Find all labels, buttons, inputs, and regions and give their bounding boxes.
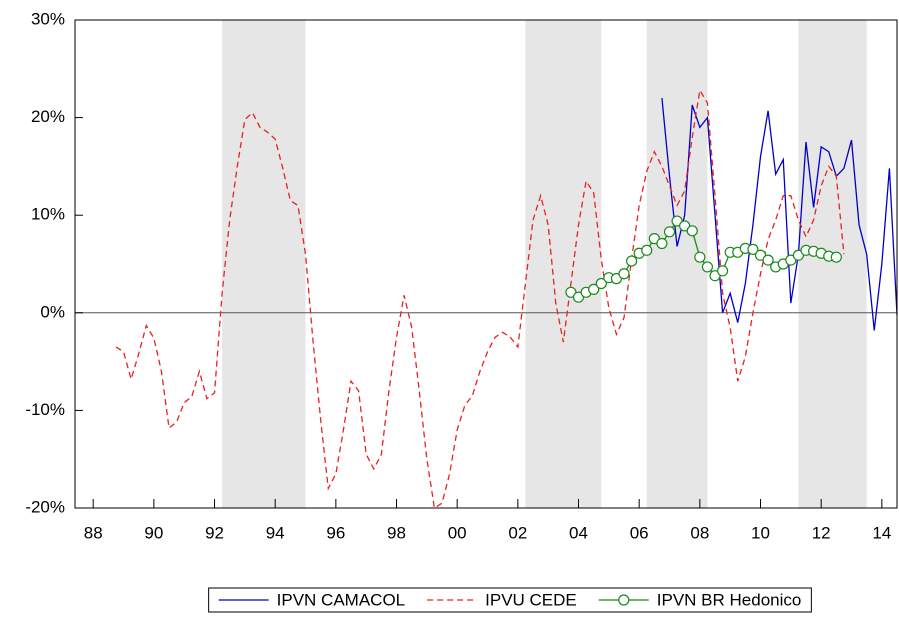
series-marker [595, 277, 607, 290]
x-tick-label: 06 [630, 523, 649, 542]
series-marker [588, 283, 600, 295]
series-marker [762, 254, 774, 266]
shaded-period [525, 20, 602, 508]
x-tick-label: 88 [84, 523, 103, 542]
legend-label: IPVN CAMACOL [277, 590, 405, 609]
x-tick-label: 04 [569, 523, 588, 542]
series-line [661, 98, 898, 331]
series-marker [641, 244, 653, 256]
legend-marker [618, 594, 630, 606]
x-tick-label: 08 [690, 523, 709, 542]
shaded-period [222, 20, 306, 508]
y-tick-label: 0% [40, 302, 65, 321]
legend: IPVN CAMACOL IPVU CEDE IPVN BR Hedonico [208, 587, 812, 613]
y-tick-label: -10% [25, 400, 65, 419]
series-marker [656, 237, 668, 250]
legend-box [208, 587, 812, 613]
y-tick-label: 30% [31, 9, 65, 28]
x-tick-label: 92 [205, 523, 224, 542]
x-tick-label: 14 [872, 523, 891, 542]
series-marker [663, 226, 676, 238]
x-tick-label: 02 [508, 523, 527, 542]
series-marker [686, 225, 698, 237]
shaded-period [646, 20, 708, 508]
series-marker [747, 243, 759, 255]
x-tick-label: 90 [144, 523, 163, 542]
y-tick-label: 10% [31, 205, 65, 224]
series-marker [701, 261, 714, 273]
x-tick-label: 10 [751, 523, 770, 542]
y-tick-label: 20% [31, 107, 65, 126]
series-marker [716, 265, 729, 277]
shaded-period [798, 20, 867, 508]
x-tick-label: 98 [387, 523, 406, 542]
x-tick-label: 96 [326, 523, 345, 542]
plot-frame [74, 19, 898, 509]
legend-label: IPVN BR Hedonico [657, 590, 802, 609]
legend-label: IPVU CEDE [485, 590, 577, 609]
x-tick-label: 00 [448, 523, 467, 542]
series-marker [830, 251, 842, 263]
x-tick-label: 12 [812, 523, 831, 542]
series-marker [618, 268, 630, 280]
x-tick-label: 94 [266, 523, 285, 542]
series-line [115, 88, 845, 510]
y-tick-label: -20% [25, 497, 65, 516]
series-marker [694, 251, 706, 263]
series-marker [625, 255, 638, 267]
